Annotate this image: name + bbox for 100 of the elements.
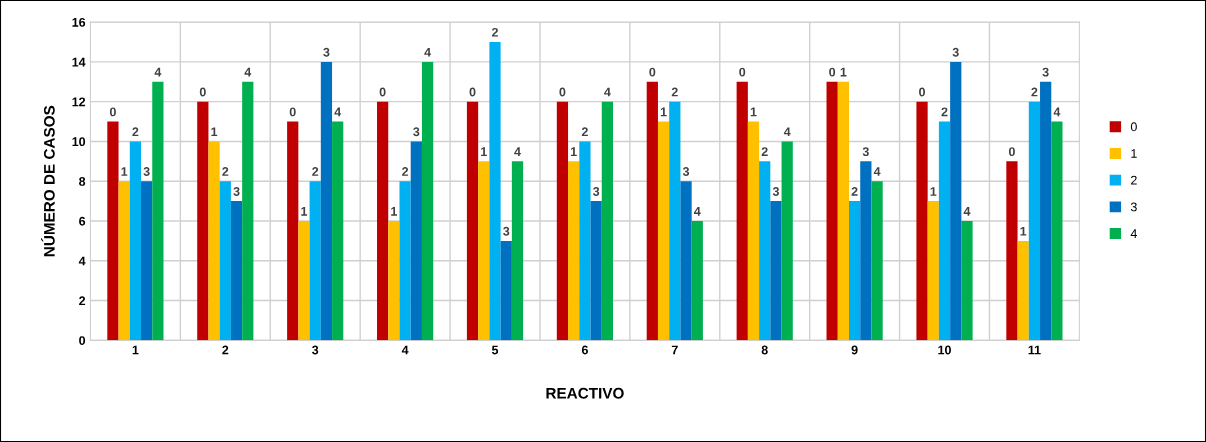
y-tick-label: 10 xyxy=(72,137,86,147)
bar xyxy=(242,81,254,341)
annotation: 4 xyxy=(424,47,431,57)
annotation: 1 xyxy=(660,107,667,117)
annotation: 4 xyxy=(963,207,971,216)
annotation: 2 xyxy=(491,27,498,37)
bar xyxy=(152,81,164,341)
x-tick-label: 8 xyxy=(761,345,768,355)
annotation: 0 xyxy=(919,87,926,97)
bar xyxy=(860,161,872,341)
annotation: 2 xyxy=(222,167,229,176)
annotation: 2 xyxy=(132,127,139,137)
annotation: 3 xyxy=(323,47,330,57)
annotation: 4 xyxy=(694,207,701,216)
annotation: 0 xyxy=(199,87,206,97)
annotation: 3 xyxy=(1042,67,1049,77)
bar xyxy=(466,101,479,341)
bar xyxy=(601,101,613,341)
bar xyxy=(691,221,703,341)
annotation: 1 xyxy=(481,147,487,156)
bar xyxy=(770,201,782,341)
annotation: 3 xyxy=(682,167,690,176)
bar xyxy=(309,181,321,341)
annotation: 2 xyxy=(1031,87,1038,97)
x-tick-label: 10 xyxy=(938,345,951,355)
annotation: 2 xyxy=(312,167,319,176)
bar xyxy=(332,121,344,341)
annotation: 3 xyxy=(503,226,510,236)
bar xyxy=(197,101,209,341)
bar xyxy=(388,221,400,341)
annotation: 4 xyxy=(873,167,881,176)
bar xyxy=(916,101,928,341)
bar xyxy=(938,121,951,341)
annotation: 0 xyxy=(649,67,656,77)
bar xyxy=(511,161,524,341)
x-tick-label: 1 xyxy=(132,345,139,355)
y-tick-label: 2 xyxy=(79,296,86,306)
legend-label: 4 xyxy=(1130,229,1137,238)
bar xyxy=(680,181,692,341)
annotation: 3 xyxy=(862,147,869,157)
annotation: 1 xyxy=(570,147,577,156)
bar xyxy=(568,161,580,341)
bar xyxy=(377,101,389,341)
annotation: 2 xyxy=(581,127,588,137)
bar xyxy=(421,61,434,341)
annotation: 0 xyxy=(739,67,746,77)
annotation: 4 xyxy=(154,67,162,77)
annotation: 4 xyxy=(514,147,521,156)
bar xyxy=(500,240,512,341)
annotation: 4 xyxy=(1053,107,1061,117)
annotation: 1 xyxy=(750,107,757,117)
annotation: 0 xyxy=(829,67,836,77)
y-tick-label: 0 xyxy=(79,336,86,345)
y-axis-title: NÚMERO DE CASOS xyxy=(41,105,55,257)
x-tick-label: 5 xyxy=(491,345,499,355)
x-tick-label: 9 xyxy=(851,345,858,355)
bar xyxy=(129,141,142,341)
annotation: 0 xyxy=(379,87,386,97)
annotation: 0 xyxy=(559,87,566,97)
bar xyxy=(871,181,883,341)
annotation: 0 xyxy=(289,107,296,117)
bar xyxy=(141,181,153,341)
bar xyxy=(747,121,760,341)
bar xyxy=(1017,240,1029,341)
bar xyxy=(669,101,681,341)
x-tick-label: 3 xyxy=(312,345,319,355)
annotation: 2 xyxy=(941,107,948,117)
annotation: 0 xyxy=(469,87,476,97)
bar xyxy=(849,201,861,341)
legend-label: 3 xyxy=(1130,202,1137,212)
bar xyxy=(399,181,411,341)
bar xyxy=(961,221,973,341)
annotation: 2 xyxy=(761,147,768,156)
annotation: 3 xyxy=(592,187,600,196)
x-tick-label: 6 xyxy=(581,345,588,355)
legend-label: 2 xyxy=(1131,175,1137,185)
annotation: 4 xyxy=(604,87,611,97)
annotation: 1 xyxy=(1020,226,1027,236)
annotation: 1 xyxy=(840,67,847,77)
bar xyxy=(478,161,490,341)
annotation: 2 xyxy=(851,187,858,196)
x-tick-label: 11 xyxy=(1028,345,1041,355)
bar xyxy=(646,81,658,341)
annotation: 3 xyxy=(952,47,959,57)
y-tick-label: 8 xyxy=(79,177,86,186)
bar xyxy=(657,121,670,341)
x-tick-label: 4 xyxy=(401,345,409,355)
y-tick-label: 4 xyxy=(78,256,86,266)
x-axis-title: REACTIVO xyxy=(546,387,624,399)
bar xyxy=(230,201,243,341)
bar xyxy=(759,161,771,341)
bar xyxy=(781,141,793,341)
bar xyxy=(320,61,333,341)
bar xyxy=(590,201,602,341)
bar xyxy=(826,81,838,341)
bar xyxy=(1051,121,1063,341)
annotation: 3 xyxy=(772,187,779,196)
bar xyxy=(107,121,119,341)
bar xyxy=(579,141,591,341)
annotation: 1 xyxy=(930,187,937,196)
